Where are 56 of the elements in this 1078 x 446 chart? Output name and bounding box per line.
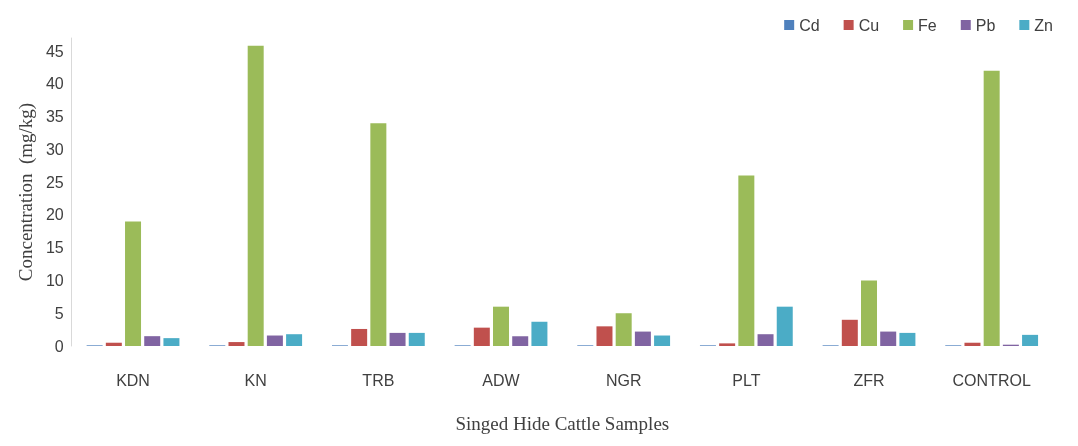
y-tick-label: 0: [54, 337, 64, 355]
bar: [228, 342, 245, 346]
y-tick-label: 45: [45, 42, 64, 60]
y-axis-title: Concentration (mg/kg): [15, 102, 37, 282]
y-tick-label: 30: [45, 140, 64, 158]
bar: [247, 45, 264, 346]
bar: [493, 306, 510, 346]
bar: [473, 327, 490, 346]
bar: [596, 326, 613, 346]
legend-label: Zn: [1034, 16, 1053, 34]
bar: [1022, 334, 1039, 346]
x-tick-label: KN: [244, 371, 267, 389]
bar: [738, 175, 755, 346]
x-tick-label: PLT: [732, 371, 761, 389]
y-tick-label: 15: [45, 239, 64, 257]
y-tick-label: 10: [45, 271, 64, 289]
y-tick-label: 40: [45, 75, 64, 93]
bar: [880, 331, 897, 346]
bar: [125, 221, 142, 346]
bar: [531, 321, 548, 346]
y-tick-label: 25: [45, 173, 64, 191]
bar: [105, 342, 122, 346]
bar: [163, 338, 180, 346]
bar: [861, 280, 878, 346]
x-tick-label: CONTROL: [952, 371, 1031, 389]
legend-label: Pb: [975, 16, 996, 34]
x-tick-label: TRB: [362, 371, 395, 389]
y-tick-label: 20: [45, 206, 64, 224]
bar: [144, 336, 161, 346]
legend-label: Fe: [918, 16, 937, 34]
x-tick-label: KDN: [116, 371, 150, 389]
bar: [370, 123, 387, 346]
x-tick-label: ADW: [482, 371, 521, 389]
x-axis-title: Singed Hide Cattle Samples: [455, 413, 670, 434]
bar: [389, 332, 406, 346]
bar: [286, 334, 303, 346]
bar: [512, 336, 529, 346]
bar: [634, 331, 651, 346]
bar: [964, 342, 981, 346]
bar: [841, 319, 858, 346]
x-tick-label: NGR: [605, 371, 642, 389]
bar: [983, 70, 1000, 346]
bar: [654, 335, 671, 346]
bar: [351, 328, 368, 346]
legend-label: Cu: [858, 16, 880, 34]
legend-label: Cd: [799, 16, 820, 34]
bar: [899, 332, 916, 346]
bar: [408, 332, 425, 346]
x-tick-label: ZFR: [853, 371, 885, 389]
y-tick-label: 35: [45, 108, 64, 126]
bar: [757, 334, 774, 346]
bar: [719, 343, 736, 346]
bar: [266, 335, 283, 346]
bar: [615, 313, 632, 346]
y-tick-label: 5: [54, 304, 64, 322]
bar: [776, 306, 793, 346]
